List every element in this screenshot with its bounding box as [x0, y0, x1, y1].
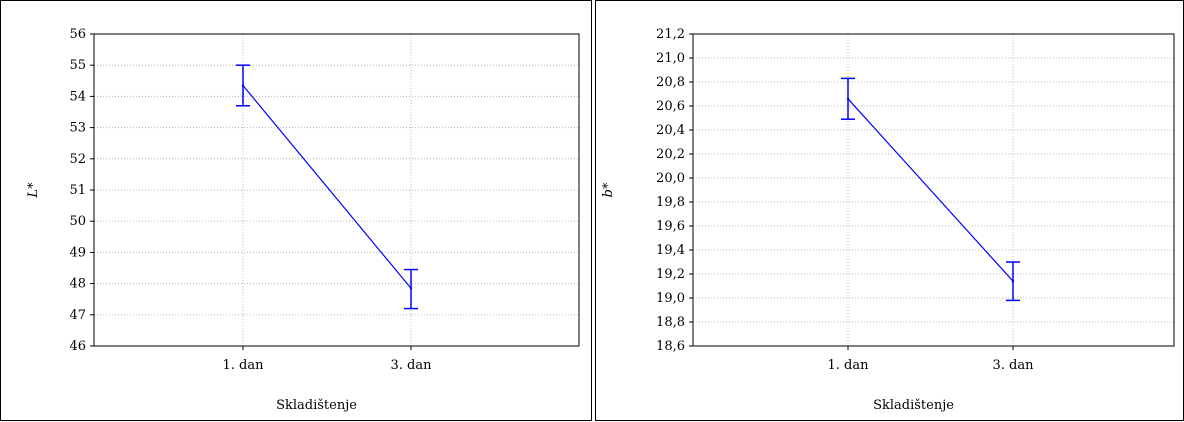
x-axis-title: Skladištenje: [873, 398, 954, 413]
y-tick-label: 19,6: [656, 219, 685, 234]
x-tick-label: 3. dan: [391, 358, 433, 373]
y-tick-label: 53: [69, 121, 86, 136]
x-tick-label: 1. dan: [223, 358, 265, 373]
y-tick-label: 51: [69, 183, 86, 198]
y-tick-label: 21,2: [656, 27, 685, 42]
y-tick-label: 19,8: [656, 195, 685, 210]
y-axis-title: b*: [601, 182, 616, 197]
series-line: [847, 98, 1014, 282]
y-tick-label: 21,0: [656, 51, 685, 66]
y-tick-label: 18,8: [656, 315, 685, 330]
y-tick-label: 20,0: [656, 171, 685, 186]
chart-panel-b-star: 18,6 18,8 19,0 19,2 19,4 19,6 19,8 20,0 20,2 20,4…: [595, 0, 1184, 421]
y-tick-label: 48: [69, 277, 86, 292]
y-tick-label: 55: [69, 58, 86, 73]
data-point: [846, 97, 850, 101]
series-line: [242, 85, 412, 289]
x-tick-label: 1. dan: [828, 358, 870, 373]
chart-panel-l-star: 46 47 48 49 50 51 52 53 54 55 56 1. dan 3. dan L* Skla…: [0, 0, 592, 421]
data-point: [1011, 280, 1015, 283]
y-tick-label: 54: [69, 89, 86, 104]
data-point: [241, 84, 245, 87]
y-tick-label: 49: [69, 245, 86, 260]
y-tick-label: 20,2: [656, 147, 685, 162]
x-axis-title: Skladištenje: [276, 398, 357, 413]
chart-b-star: 18,6 18,8 19,0 19,2 19,4 19,6 19,8 20,0 20,2 20,4…: [601, 27, 1175, 413]
y-axis-title: L*: [26, 182, 41, 199]
y-tick-label: 56: [69, 27, 86, 42]
y-tick-label: 52: [69, 152, 86, 167]
chart-l-star: 46 47 48 49 50 51 52 53 54 55 56 1. dan 3. dan L* Skla…: [26, 27, 580, 413]
x-tick-label: 3. dan: [993, 358, 1035, 373]
y-tick-label: 47: [69, 308, 86, 323]
plot-area-frame: [692, 33, 1175, 347]
y-tick-label: 19,4: [656, 243, 685, 258]
y-tick-label: 46: [69, 339, 86, 354]
y-tick-label: 19,2: [656, 267, 685, 282]
y-tick-label: 50: [69, 214, 86, 229]
y-tick-label: 20,6: [656, 99, 685, 114]
data-point: [409, 287, 413, 290]
y-tick-label: 19,0: [656, 291, 685, 306]
y-tick-label: 20,8: [656, 75, 685, 90]
y-tick-label: 18,6: [656, 339, 685, 354]
y-tick-label: 20,4: [656, 123, 685, 138]
